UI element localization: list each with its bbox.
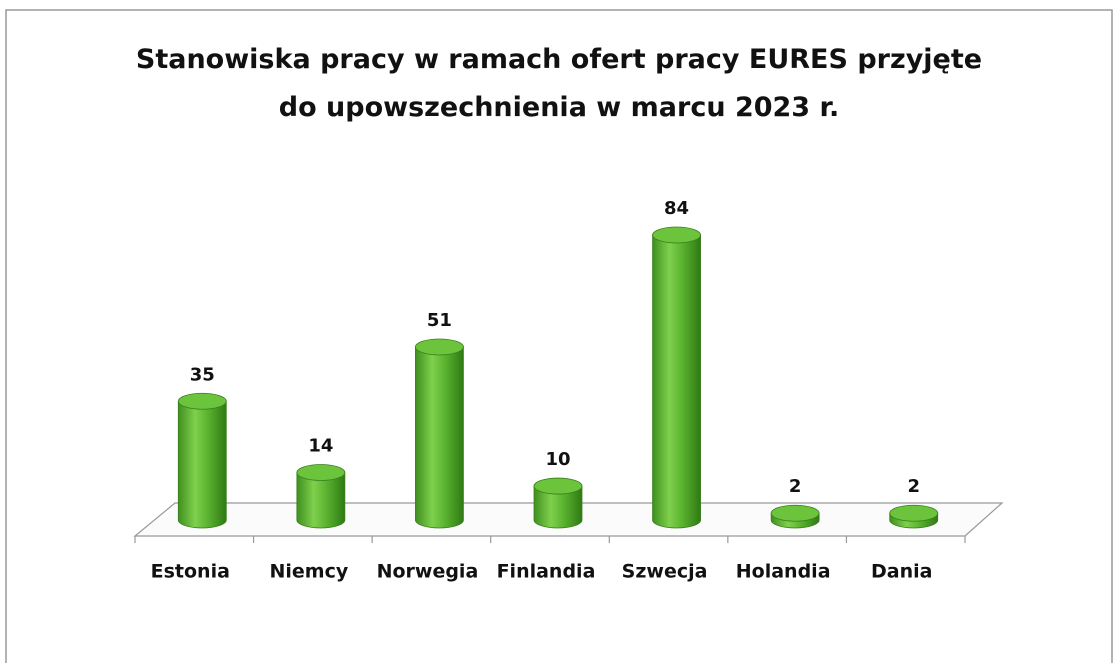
cylinder-top bbox=[889, 504, 939, 522]
x-tick-label: Holandia bbox=[736, 561, 831, 583]
value-label: 10 bbox=[545, 449, 570, 470]
value-label: 2 bbox=[907, 476, 920, 497]
x-tick-label: Niemcy bbox=[269, 561, 348, 583]
cylinder-top bbox=[770, 504, 820, 522]
cylinder bbox=[533, 485, 583, 529]
cylinder bbox=[296, 472, 346, 529]
cylinder bbox=[415, 346, 464, 529]
cylinder bbox=[177, 400, 227, 529]
cylinder-top bbox=[415, 338, 464, 356]
cylinder-top bbox=[652, 226, 701, 244]
x-tick-label: Szwecja bbox=[622, 561, 708, 583]
value-label: 2 bbox=[789, 476, 802, 497]
chart-title: Stanowiska pracy w ramach ofert pracy EU… bbox=[135, 44, 983, 123]
chart-border bbox=[5, 9, 1113, 663]
x-tick-label: Norwegia bbox=[377, 561, 479, 583]
x-tick-label: Finlandia bbox=[497, 561, 596, 583]
x-tick-label: Estonia bbox=[151, 561, 230, 583]
value-label: 84 bbox=[664, 198, 689, 219]
cylinder-top bbox=[296, 464, 346, 481]
value-label: 51 bbox=[427, 310, 452, 331]
cylinder bbox=[652, 234, 701, 529]
value-label: 35 bbox=[190, 364, 215, 385]
cylinder-top bbox=[177, 392, 227, 410]
value-label: 14 bbox=[308, 436, 333, 457]
cylinder-top bbox=[533, 477, 583, 495]
plot: 35 Estonia 14 Niemcy 51 Norwegia 10 Finlandia 84… bbox=[134, 198, 966, 583]
x-tick-label: Dania bbox=[871, 561, 932, 583]
